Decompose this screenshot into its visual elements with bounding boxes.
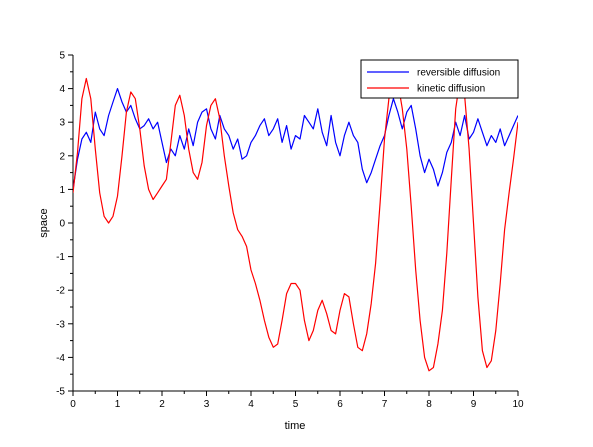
x-tick-label: 8: [426, 399, 432, 410]
series-layer: [73, 77, 518, 372]
y-tick-label: -3: [56, 319, 65, 330]
legend-box: [360, 59, 519, 99]
y-tick-label: 3: [59, 118, 65, 129]
legend-label-kinetic-diffusion: kinetic diffusion: [417, 84, 485, 95]
y-tick-label: 0: [59, 219, 65, 230]
x-tick-label: 6: [337, 399, 343, 410]
x-tick-label: 0: [70, 399, 76, 410]
y-tick-label: -2: [56, 286, 65, 297]
y-tick-label: -4: [56, 353, 65, 364]
y-axis-label: space: [38, 208, 50, 237]
legend: reversible diffusion kinetic diffusion: [360, 59, 519, 99]
y-tick-label: -1: [56, 252, 65, 263]
x-tick-label: 4: [248, 399, 254, 410]
x-tick-label: 3: [204, 399, 210, 410]
y-tick-label: -5: [56, 387, 65, 398]
x-tick-label: 2: [159, 399, 165, 410]
axes: 0 1 2 3 4 5 6 7 8 9 10 -5 -4 -3 -2 -1 0 1 2 3 4 5: [56, 51, 524, 411]
x-tick-label: 5: [293, 399, 299, 410]
y-tick-label: 5: [59, 51, 65, 62]
series-line-kinetic-diffusion: [73, 77, 518, 372]
series-line-reversible-diffusion: [73, 87, 518, 190]
x-tick-label: 9: [471, 399, 477, 410]
y-tick-label: 1: [59, 185, 65, 196]
x-tick-label: 1: [115, 399, 121, 410]
legend-label-reversible-diffusion: reversible diffusion: [417, 68, 500, 79]
x-axis-label: time: [285, 420, 306, 432]
x-tick-label: 7: [382, 399, 388, 410]
y-tick-label: 4: [59, 84, 65, 95]
x-tick-label: 10: [512, 399, 524, 410]
y-tick-label: 2: [59, 151, 65, 162]
